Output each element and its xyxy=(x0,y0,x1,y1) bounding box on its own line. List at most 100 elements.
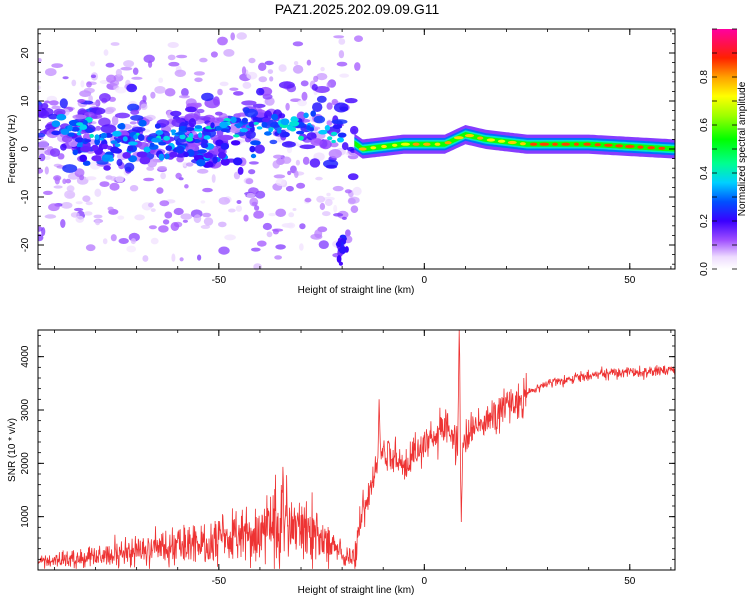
spectrogram-blob xyxy=(261,122,268,128)
snr-frame xyxy=(37,329,676,571)
spectrogram-blob xyxy=(296,182,306,189)
spectrogram-blob xyxy=(254,144,265,154)
spectrogram-blob xyxy=(205,161,214,168)
spectrogram-blob xyxy=(215,111,223,116)
spectrogram-blob xyxy=(298,135,304,141)
y-tick-label: 0 xyxy=(20,146,31,152)
colorbar-tick-label: 0.0 xyxy=(699,262,710,276)
spectrogram-blob xyxy=(51,120,61,128)
spectrogram-blob xyxy=(210,122,215,129)
spectrogram-blob xyxy=(196,168,209,174)
spectrogram-hotspot xyxy=(370,146,377,150)
spectrogram-blob xyxy=(74,168,85,178)
spectrogram-blob xyxy=(196,159,206,167)
spectrogram-blob xyxy=(248,187,259,195)
spectrogram-blob xyxy=(234,123,243,128)
spectrogram-blob xyxy=(88,95,93,103)
spectrogram-hotspot xyxy=(552,142,558,146)
spectrogram-blob xyxy=(151,137,162,143)
spectrogram-hotspot xyxy=(625,144,635,149)
spectrogram-blob xyxy=(183,151,189,158)
spectrogram-hotspot xyxy=(392,143,398,147)
spectrogram-blob xyxy=(184,184,189,189)
spectrogram-blob xyxy=(165,145,173,151)
spectrogram-blob xyxy=(45,68,57,77)
spectrogram-blob xyxy=(219,81,229,87)
spectrogram-blob xyxy=(84,139,92,143)
spectrogram-blob xyxy=(126,245,137,253)
spectrogram-blob xyxy=(120,66,133,71)
spectrogram-blob xyxy=(266,231,273,238)
x-tick-label: 50 xyxy=(624,576,636,587)
spectrogram-blob xyxy=(264,60,274,66)
spectrogram-blob xyxy=(219,121,229,129)
spectrogram-blob xyxy=(175,172,182,179)
colorbar-tick-label: 0.6 xyxy=(699,118,710,132)
spectrogram-blob xyxy=(217,36,228,46)
spectrogram-blob xyxy=(105,62,115,68)
spectrogram-blob xyxy=(286,222,296,229)
spectrogram-blob xyxy=(142,95,147,103)
spectrogram-blob xyxy=(65,178,72,184)
spectrogram-blob xyxy=(203,217,214,226)
spectrogram-blob xyxy=(233,134,240,138)
spectrogram-blob xyxy=(148,225,157,230)
spectrogram-blob xyxy=(114,143,121,148)
spectrogram-blob xyxy=(280,118,290,126)
spectrogram-blob xyxy=(323,196,335,201)
spectrogram-blob xyxy=(235,205,242,212)
spectrogram-blob xyxy=(38,132,46,138)
spectrogram-blob xyxy=(313,115,326,124)
spectrogram-blob xyxy=(326,102,333,110)
spectrogram-blob xyxy=(75,215,85,223)
x-tick-label: 0 xyxy=(422,275,428,286)
spectrogram-blob xyxy=(202,187,213,193)
spectrogram-blob xyxy=(199,57,208,63)
spectrogram-blob xyxy=(142,255,149,262)
spectrogram-blob xyxy=(127,141,138,146)
spectrogram-blob xyxy=(254,205,260,211)
spectrogram-blob xyxy=(64,190,76,199)
spectrogram-blob xyxy=(248,161,259,165)
spectrogram-blob xyxy=(245,178,254,185)
spectrogram-blob xyxy=(333,213,344,217)
spectrogram-hotspot xyxy=(507,140,517,145)
spectrogram-blob xyxy=(134,214,145,221)
spectrogram-blob xyxy=(148,60,153,68)
spectrogram-blob xyxy=(94,134,100,140)
spectrogram-blob xyxy=(210,51,218,58)
spectrogram-blob xyxy=(256,87,265,96)
spectrogram-hotspot xyxy=(529,142,538,146)
spectrogram-blob xyxy=(246,192,255,199)
spectrogram-blob xyxy=(267,69,274,74)
spectrogram-blob xyxy=(232,157,243,166)
spectrogram-hotspot xyxy=(615,144,623,148)
spectrogram-blob xyxy=(100,132,108,139)
spectrogram-blob xyxy=(202,212,212,218)
y-tick-label: 10 xyxy=(20,95,31,107)
spectrogram-blob xyxy=(338,50,345,59)
spectrogram-blob xyxy=(278,64,287,72)
spectrogram-blob xyxy=(185,137,194,142)
spectrogram-blob xyxy=(239,128,248,133)
spectrogram-hotspot xyxy=(486,138,496,142)
spectrogram-blob xyxy=(336,255,342,263)
spectrogram-blob xyxy=(194,77,203,83)
spectrogram-blob xyxy=(229,87,239,91)
spectrogram-blob xyxy=(82,160,91,166)
spectrogram-blob xyxy=(272,160,280,169)
spectrogram-blob xyxy=(75,201,83,205)
spectrogram-blob xyxy=(38,104,42,115)
spectrogram-blob xyxy=(337,137,344,143)
spectrogram-blob xyxy=(110,140,118,145)
spectrogram-blob xyxy=(85,176,97,181)
spectrogram-blob xyxy=(220,128,230,133)
spectrogram-blob xyxy=(200,224,211,229)
spectrogram-blob xyxy=(276,127,282,134)
y-tick-label: 3000 xyxy=(20,398,31,421)
spectrogram-blob xyxy=(148,202,154,208)
spectrogram-blob xyxy=(60,143,67,151)
spectrogram-blob xyxy=(309,158,321,168)
spectrogram-blob xyxy=(314,229,323,239)
